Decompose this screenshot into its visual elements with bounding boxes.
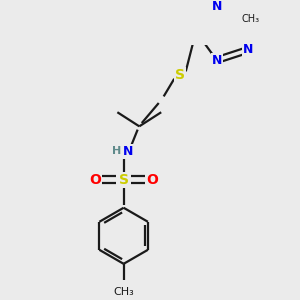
Text: O: O (146, 172, 158, 187)
Text: S: S (175, 68, 185, 82)
Text: O: O (89, 172, 101, 187)
Text: N: N (123, 145, 133, 158)
Text: N: N (212, 0, 222, 13)
Text: CH₃: CH₃ (113, 287, 134, 297)
Text: N: N (212, 54, 222, 67)
Text: H: H (112, 146, 121, 156)
Text: CH₃: CH₃ (242, 14, 260, 24)
Text: N: N (243, 44, 253, 56)
Text: S: S (118, 172, 129, 187)
